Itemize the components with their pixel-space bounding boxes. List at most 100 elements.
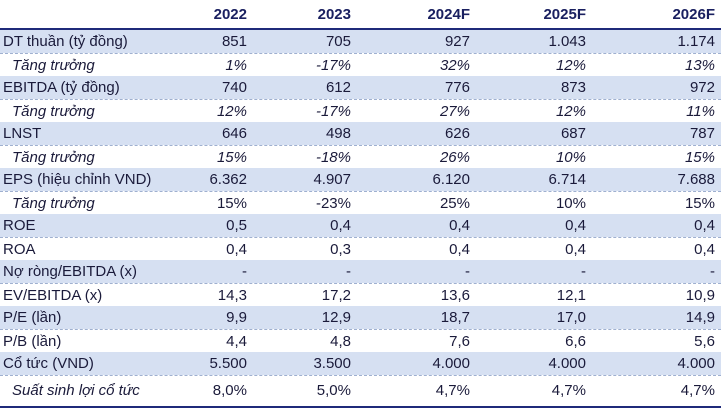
header-year: 2022 [213,6,247,23]
row-value: 4.000 [432,355,470,372]
row-value: 4.907 [313,171,351,188]
row-value: 12,9 [321,309,351,326]
row-value: 612 [325,79,351,96]
row-label: Tăng trưởng [12,195,95,212]
row-value: 4,7% [551,382,586,399]
row-value: 1% [225,57,247,74]
header-year: 2026F [672,6,715,23]
row-label: Tăng trưởng [12,103,95,120]
row-value: 17,0 [556,309,586,326]
row-value: 5.500 [209,355,247,372]
table-row: EV/EBITDA (x) 14,3 17,2 13,6 12,1 10,9 [0,283,721,306]
row-label: Tăng trưởng [12,57,95,74]
row-value: 27% [439,103,470,120]
row-value: 626 [444,125,470,142]
header-year: 2024F [427,6,470,23]
row-value: 6.714 [548,171,586,188]
row-value: 10,9 [685,287,715,304]
row-value: 4,8 [330,333,351,350]
row-value: 15% [684,195,715,212]
row-label: Nợ ròng/EBITDA (x) [3,263,138,280]
table-row: P/B (lần) 4,4 4,8 7,6 6,6 5,6 [0,329,721,352]
row-value: 13,6 [440,287,470,304]
row-value: 3.500 [313,355,351,372]
row-value: 0,4 [449,217,470,234]
table-row: ROE 0,5 0,4 0,4 0,4 0,4 [0,214,721,237]
row-value: - [710,263,715,280]
table-row: Tăng trưởng 1% -17% 32% 12% 13% [0,53,721,76]
row-value: 740 [221,79,247,96]
header-year: 2023 [317,6,351,23]
row-value: 14,3 [217,287,247,304]
row-value: -17% [315,57,351,74]
row-label: P/E (lần) [3,309,62,326]
row-value: 5,0% [316,382,351,399]
row-label: Suất sinh lợi cổ tức [12,382,140,399]
row-value: 5,6 [694,333,715,350]
table-row: Tăng trưởng 12% -17% 27% 12% 11% [0,99,721,122]
table-row: LNST 646 498 626 687 787 [0,122,721,145]
row-value: 4.000 [677,355,715,372]
row-label: DT thuần (tỷ đồng) [3,33,128,50]
row-label: ROA [3,241,36,258]
row-value: 7.688 [677,171,715,188]
table-row: P/E (lần) 9,9 12,9 18,7 17,0 14,9 [0,306,721,329]
row-value: 0,4 [330,217,351,234]
row-value: 0,5 [226,217,247,234]
row-value: 4,4 [226,333,247,350]
row-value: 9,9 [226,309,247,326]
row-value: 972 [689,79,715,96]
row-label: EPS (hiệu chỉnh VND) [3,171,152,188]
row-value: 17,2 [321,287,351,304]
table-row: Tăng trưởng 15% -23% 25% 10% 15% [0,191,721,214]
row-value: 4,7% [435,382,470,399]
row-label: EBITDA (tỷ đồng) [3,79,120,96]
row-value: 0,4 [226,241,247,258]
row-label: P/B (lần) [3,333,62,350]
row-value: - [242,263,247,280]
row-value: 10% [555,195,586,212]
row-value: -23% [315,195,351,212]
header-year: 2025F [543,6,586,23]
row-value: 0,4 [565,241,586,258]
row-value: 12% [555,57,586,74]
row-value: 705 [325,33,351,50]
row-value: 32% [439,57,470,74]
row-value: 6,6 [565,333,586,350]
row-value: 18,7 [440,309,470,326]
row-label: EV/EBITDA (x) [3,287,103,304]
row-value: 14,9 [685,309,715,326]
table-row: Nợ ròng/EBITDA (x) - - - - - [0,260,721,283]
row-value: 0,4 [694,241,715,258]
table-header: 2022 2023 2024F 2025F 2026F [0,0,721,30]
row-value: 26% [439,149,470,166]
row-value: 10% [555,149,586,166]
row-label: Tăng trưởng [12,149,95,166]
row-value: - [465,263,470,280]
row-value: 12% [216,103,247,120]
row-value: 15% [216,195,247,212]
row-value: 6.362 [209,171,247,188]
row-value: -17% [315,103,351,120]
row-value: 4,7% [680,382,715,399]
row-value: 851 [221,33,247,50]
row-value: 4.000 [548,355,586,372]
row-value: 0,4 [565,217,586,234]
table-row: EBITDA (tỷ đồng) 740 612 776 873 972 [0,76,721,99]
row-value: 12% [555,103,586,120]
row-value: 787 [689,125,715,142]
row-value: 13% [684,57,715,74]
row-value: 687 [560,125,586,142]
row-value: 6.120 [432,171,470,188]
table-row: Suất sinh lợi cổ tức 8,0% 5,0% 4,7% 4,7%… [0,375,721,405]
row-value: 15% [216,149,247,166]
row-value: 0,4 [449,241,470,258]
table-row: ROA 0,4 0,3 0,4 0,4 0,4 [0,237,721,260]
row-value: 11% [686,103,715,120]
row-label: LNST [3,125,42,142]
table-row: Tăng trưởng 15% -18% 26% 10% 15% [0,145,721,168]
table-row: Cổ tức (VND) 5.500 3.500 4.000 4.000 4.0… [0,352,721,375]
row-value: 25% [439,195,470,212]
table-row: DT thuần (tỷ đồng) 851 705 927 1.043 1.1… [0,30,721,53]
